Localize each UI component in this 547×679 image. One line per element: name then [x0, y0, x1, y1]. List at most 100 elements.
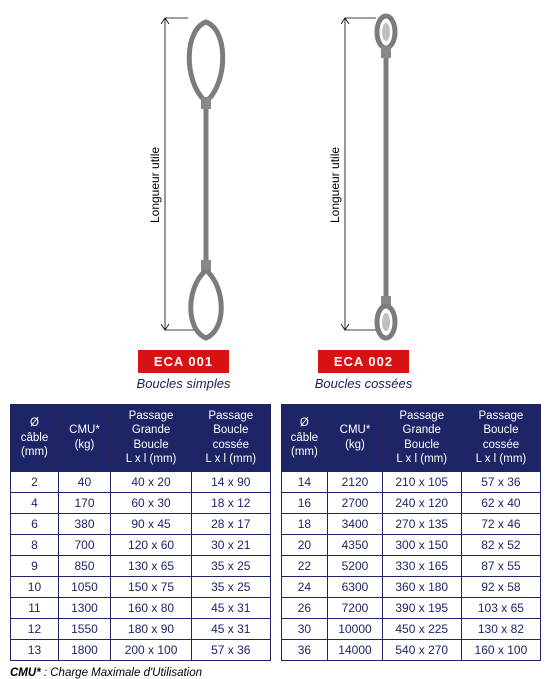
spec-table-right: Øcâble(mm)CMU*(kg)PassageGrandeBoucleL x… [281, 404, 542, 661]
cell: 57 x 36 [461, 471, 540, 492]
cell: 4 [11, 492, 59, 513]
cell: 2 [11, 471, 59, 492]
footnote-text: : Charge Maximale d'Utilisation [41, 667, 202, 679]
badge-eca002: ECA 002 [318, 350, 409, 373]
tables-row: Øcâble(mm)CMU*(kg)PassageGrandeBoucleL x… [0, 396, 547, 665]
col-header: Øcâble(mm) [281, 405, 328, 472]
cell: 14 [281, 471, 328, 492]
cell: 24 [281, 576, 328, 597]
cell: 1550 [58, 618, 110, 639]
cell: 390 x 195 [382, 597, 461, 618]
cell: 210 x 105 [382, 471, 461, 492]
cell: 103 x 65 [461, 597, 540, 618]
cell: 16 [281, 492, 328, 513]
cell: 11 [11, 597, 59, 618]
cell: 26 [281, 597, 328, 618]
cell: 270 x 135 [382, 513, 461, 534]
cell: 18 [281, 513, 328, 534]
footnote-label: CMU* [10, 667, 41, 679]
col-header: CMU*(kg) [58, 405, 110, 472]
cell: 3400 [328, 513, 382, 534]
cell: 450 x 225 [382, 618, 461, 639]
dim-label-2: Longueur utile [328, 147, 342, 223]
cell: 360 x 180 [382, 576, 461, 597]
cell: 45 x 31 [192, 618, 270, 639]
cell: 35 x 25 [192, 555, 270, 576]
cell: 10000 [328, 618, 382, 639]
cell: 850 [58, 555, 110, 576]
col-header: PassageBouclecosséeL x l (mm) [192, 405, 270, 472]
cell: 7200 [328, 597, 382, 618]
table-row: 417060 x 3018 x 12 [11, 492, 271, 513]
table-row: 142120210 x 10557 x 36 [281, 471, 541, 492]
cell: 60 x 30 [111, 492, 192, 513]
table-row: 121550180 x 9045 x 31 [11, 618, 271, 639]
cell: 72 x 46 [461, 513, 540, 534]
badge-eca001: ECA 001 [138, 350, 229, 373]
cell: 40 [58, 471, 110, 492]
cell: 130 x 65 [111, 555, 192, 576]
cell: 6 [11, 513, 59, 534]
cell: 1050 [58, 576, 110, 597]
spec-table-left: Øcâble(mm)CMU*(kg)PassageGrandeBoucleL x… [10, 404, 271, 661]
cell: 82 x 52 [461, 534, 540, 555]
cell: 240 x 120 [382, 492, 461, 513]
cell: 150 x 75 [111, 576, 192, 597]
cell: 30 [281, 618, 328, 639]
cell: 62 x 40 [461, 492, 540, 513]
cell: 10 [11, 576, 59, 597]
cell: 4350 [328, 534, 382, 555]
cell: 30 x 21 [192, 534, 270, 555]
table-row: 246300360 x 18092 x 58 [281, 576, 541, 597]
cell: 1300 [58, 597, 110, 618]
cell: 6300 [328, 576, 382, 597]
cell: 8 [11, 534, 59, 555]
cell: 130 x 82 [461, 618, 540, 639]
cell: 22 [281, 555, 328, 576]
cell: 35 x 25 [192, 576, 270, 597]
cell: 2700 [328, 492, 382, 513]
col-header: Øcâble(mm) [11, 405, 59, 472]
table-row: 204350300 x 15082 x 52 [281, 534, 541, 555]
col-header: PassageGrandeBoucleL x l (mm) [382, 405, 461, 472]
table-row: 225200330 x 16587 x 55 [281, 555, 541, 576]
table-row: 267200390 x 195103 x 65 [281, 597, 541, 618]
cell: 45 x 31 [192, 597, 270, 618]
cell: 170 [58, 492, 110, 513]
cell: 120 x 60 [111, 534, 192, 555]
cell: 2120 [328, 471, 382, 492]
cell: 9 [11, 555, 59, 576]
table-row: 101050150 x 7535 x 25 [11, 576, 271, 597]
cell: 20 [281, 534, 328, 555]
cell: 5200 [328, 555, 382, 576]
cell: 18 x 12 [192, 492, 270, 513]
cell: 300 x 150 [382, 534, 461, 555]
diagram-row: Longueur utile ECA 001 Boucles simples L… [0, 0, 547, 396]
cell: 12 [11, 618, 59, 639]
cell: 330 x 165 [382, 555, 461, 576]
table-row: 3010000450 x 225130 x 82 [281, 618, 541, 639]
table-row: 638090 x 4528 x 17 [11, 513, 271, 534]
cell: 87 x 55 [461, 555, 540, 576]
table-row: 183400270 x 13572 x 46 [281, 513, 541, 534]
cell: 160 x 80 [111, 597, 192, 618]
col-header: PassageBouclecosséeL x l (mm) [461, 405, 540, 472]
cell: 90 x 45 [111, 513, 192, 534]
sling-simple-icon: Longueur utile [124, 10, 244, 350]
col-header: PassageGrandeBoucleL x l (mm) [111, 405, 192, 472]
diagram-eca001: Longueur utile ECA 001 Boucles simples [124, 10, 244, 391]
sling-cossee-icon: Longueur utile [304, 10, 424, 350]
cell: 92 x 58 [461, 576, 540, 597]
table-row: 24040 x 2014 x 90 [11, 471, 271, 492]
caption-eca002: Boucles cossées [315, 376, 413, 391]
table-row: 111300160 x 8045 x 31 [11, 597, 271, 618]
table-row: 9850130 x 6535 x 25 [11, 555, 271, 576]
caption-eca001: Boucles simples [137, 376, 231, 391]
diagram-eca002: Longueur utile ECA 002 Boucles cossées [304, 10, 424, 391]
cell: 14 x 90 [192, 471, 270, 492]
cell: 700 [58, 534, 110, 555]
table-row: 162700240 x 12062 x 40 [281, 492, 541, 513]
footnote: CMU* : Charge Maximale d'Utilisation [0, 665, 547, 679]
cell: 40 x 20 [111, 471, 192, 492]
dim-label-1: Longueur utile [148, 147, 162, 223]
